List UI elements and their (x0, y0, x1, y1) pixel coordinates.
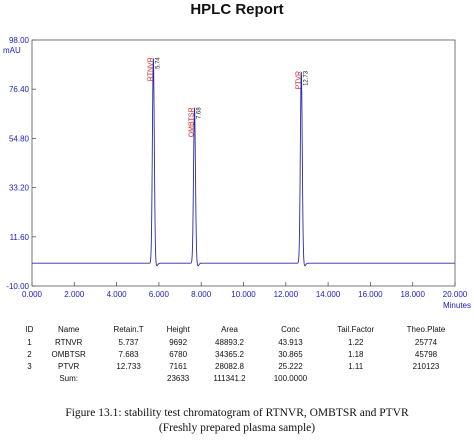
column-header: Retain.T (113, 324, 144, 334)
caption-line-2: (Freshly prepared plasma sample) (158, 422, 316, 434)
table-cell: 3 (27, 361, 32, 371)
x-tick-label: 4.000 (107, 290, 128, 299)
column-header: Height (166, 324, 190, 334)
table-cell: 9692 (169, 337, 188, 347)
x-axis: 0.000 2.000 4.000 6.000 8.000 10.000 12.000 14.… (22, 282, 468, 299)
y-axis: 98.00 76.40 54.80 33.20 11.60 -10.00 (6, 36, 36, 291)
table-cell: OMBTSR (51, 349, 86, 359)
y-tick-label: 76.40 (9, 85, 30, 94)
peak-name-label: PTVR (295, 71, 302, 90)
table-cell: PTVR (57, 361, 80, 371)
x-tick-label: 8.000 (191, 290, 212, 299)
sum-cell (321, 372, 390, 384)
x-tick-label: 10.000 (231, 290, 256, 299)
table-row: 2 OMBTSR 7.683 6780 34365.2 30.865 1.18 45798 (22, 348, 462, 360)
column-header: Conc (281, 324, 300, 334)
column-header: Theo.Plate (406, 324, 446, 334)
sum-cell (390, 372, 462, 384)
peak-name-label: OMBTSR (188, 107, 195, 137)
x-tick-label: 12.000 (274, 290, 299, 299)
x-tick-label: 18.000 (400, 290, 425, 299)
plot-frame (31, 39, 456, 287)
caption-line-1: Figure 13.1: stability test chromatogram… (65, 407, 409, 419)
x-tick-label: 0.000 (22, 290, 43, 299)
x-tick-label: 2.000 (64, 290, 85, 299)
column-header: ID (25, 324, 34, 334)
table-cell: 1.11 (348, 361, 364, 371)
y-tick-label: 11.60 (10, 233, 30, 242)
x-tick-label: 6.000 (149, 290, 170, 299)
table-cell: 34365.2 (215, 349, 244, 359)
chromatogram-chart: mAU Minutes 98.00 76.40 54.80 33.20 11.60 -10… (3, 36, 471, 310)
peak-time-label: 7.68 (196, 107, 202, 119)
column-header: Area (221, 324, 238, 334)
sum-row: Sum: 23633 111341.2 100.0000 (22, 372, 462, 384)
table-body: 1 RTNVR 5.737 9692 48893.2 43.913 1.22 25774 2 OM… (22, 336, 462, 384)
y-tick-label: 33.20 (9, 184, 30, 193)
table-cell: 25774 (414, 337, 438, 347)
peak-time-label: 12.73 (303, 70, 309, 86)
column-header: Name (57, 324, 80, 334)
sum-cell (100, 372, 156, 384)
peak-time-label: 5.74 (155, 57, 161, 69)
table-cell: 2 (27, 349, 32, 359)
table-cell: 6780 (169, 349, 188, 359)
table-header-row: ID Name Retain.T Height Area Conc Tail.Factor T… (22, 322, 462, 336)
sum-cell (22, 372, 37, 384)
table-cell: 210123 (412, 361, 440, 371)
results-table: ID Name Retain.T Height Area Conc Tail.Factor T… (22, 322, 462, 384)
peak-labels: RTNVR 5.74 OMBTSR 7.68 PTVR 12.73 (147, 57, 309, 138)
table-cell: 30.865 (278, 349, 303, 359)
table-cell: 43.913 (278, 337, 303, 347)
sum-cell: 100.0000 (273, 373, 308, 383)
table-row: 1 RTNVR 5.737 9692 48893.2 43.913 1.22 25774 (22, 336, 462, 348)
y-tick-label: -10.00 (6, 282, 29, 291)
sum-cell: Sum: (59, 373, 78, 383)
sum-cell: 23633 (167, 373, 190, 383)
report-title: HPLC Report (190, 1, 284, 18)
table-cell: 1 (27, 337, 32, 347)
table-cell: 48893.2 (215, 337, 244, 347)
column-header: Tail.Factor (337, 324, 375, 334)
table-cell: 7.683 (118, 349, 139, 359)
x-tick-label: 14.000 (316, 290, 341, 299)
table-cell: 25.222 (278, 361, 303, 371)
table-cell: RTNVR (54, 337, 83, 347)
y-tick-label: 98.00 (9, 36, 30, 45)
table-cell: 1.18 (347, 349, 364, 359)
x-tick-label: 20.000 (443, 290, 468, 299)
table-cell: 1.22 (347, 337, 364, 347)
peak-name-label: RTNVR (147, 57, 154, 81)
y-tick-label: 54.80 (9, 134, 30, 143)
table-cell: 45798 (414, 349, 438, 359)
table-cell: 7161 (169, 361, 188, 371)
table-cell: 28082.8 (215, 361, 244, 371)
x-axis-label: Minutes (443, 301, 471, 310)
figure-caption: Figure 13.1: stability test chromatogram… (0, 406, 474, 436)
table-row: 3 PTVR 12.733 7161 28082.8 25.222 1.11 210123 (22, 360, 462, 372)
sum-cell: 111341.2 (213, 373, 246, 383)
table-cell: 12.733 (116, 361, 141, 371)
x-tick-label: 16.000 (358, 290, 383, 299)
table-cell: 5.737 (118, 337, 139, 347)
chromatogram-trace (32, 58, 455, 267)
y-unit-label: mAU (3, 46, 21, 55)
